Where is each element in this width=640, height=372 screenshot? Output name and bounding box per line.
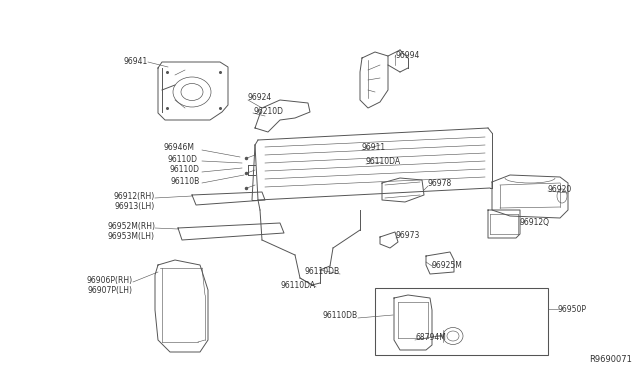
Text: 96978: 96978 xyxy=(428,180,452,189)
Text: 96110D: 96110D xyxy=(168,154,198,164)
Text: 96952M(RH): 96952M(RH) xyxy=(107,221,155,231)
Bar xyxy=(375,288,548,355)
Text: 96110DA: 96110DA xyxy=(366,157,401,167)
Text: 96912Q: 96912Q xyxy=(520,218,550,227)
Text: 96907P(LH): 96907P(LH) xyxy=(88,286,133,295)
Text: 96941: 96941 xyxy=(124,58,148,67)
Text: 96110DA: 96110DA xyxy=(281,280,316,289)
Text: R9690071: R9690071 xyxy=(589,355,632,364)
Text: 96210D: 96210D xyxy=(253,106,283,115)
Text: 96950P: 96950P xyxy=(558,305,587,314)
Text: 96924: 96924 xyxy=(248,93,272,103)
Text: 96110D: 96110D xyxy=(170,166,200,174)
Text: 96973: 96973 xyxy=(396,231,420,241)
Text: 96953M(LH): 96953M(LH) xyxy=(108,232,155,241)
Text: 96110DB: 96110DB xyxy=(323,311,358,321)
Text: 96925M: 96925M xyxy=(432,260,463,269)
Text: 96913(LH): 96913(LH) xyxy=(115,202,155,212)
Text: 96912(RH): 96912(RH) xyxy=(114,192,155,201)
Text: 96994: 96994 xyxy=(395,51,419,60)
Text: 68794M: 68794M xyxy=(415,334,446,343)
Text: 96906P(RH): 96906P(RH) xyxy=(87,276,133,285)
Text: 96920: 96920 xyxy=(548,185,572,193)
Text: 96911: 96911 xyxy=(362,144,386,153)
Text: 96946M: 96946M xyxy=(164,144,195,153)
Text: 96110DB: 96110DB xyxy=(305,267,340,276)
Text: 96110B: 96110B xyxy=(171,176,200,186)
